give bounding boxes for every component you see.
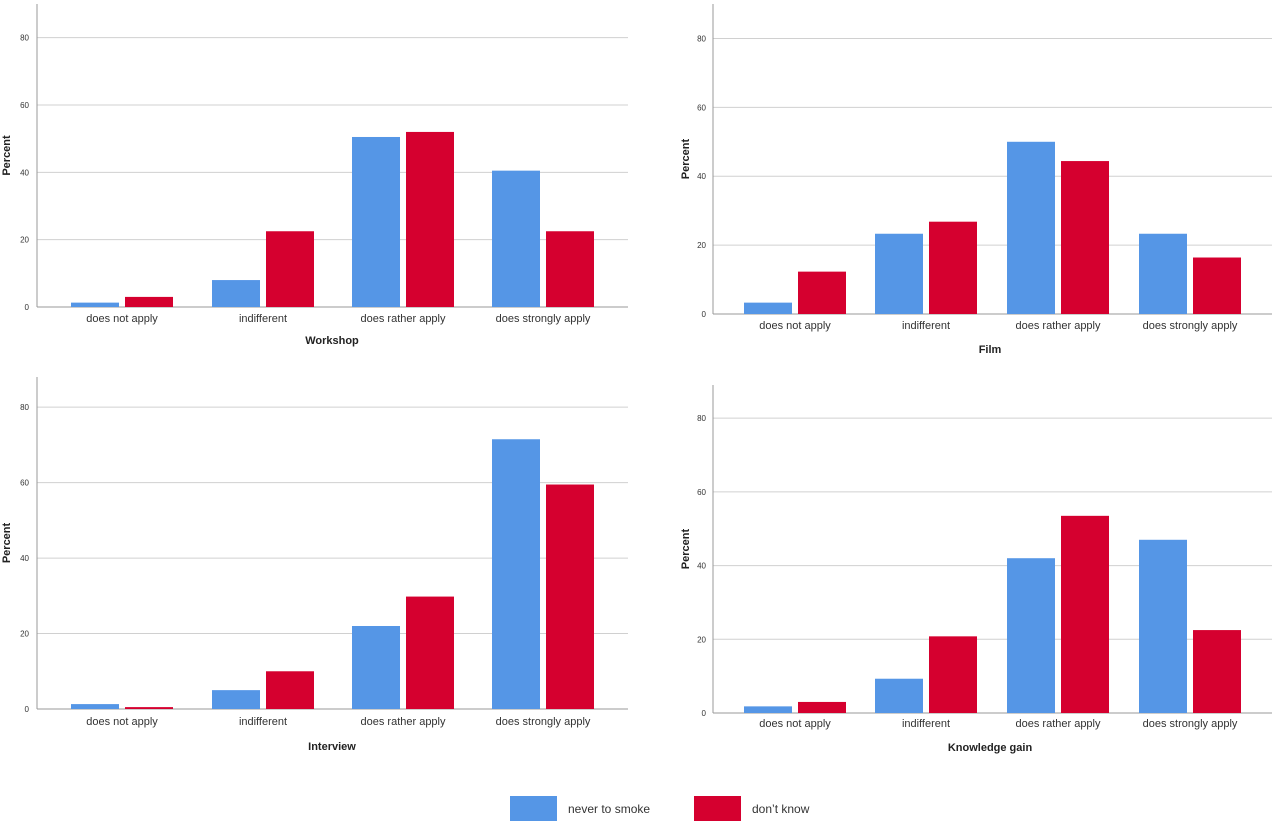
x-tick-label: does not apply — [86, 313, 158, 325]
chart-panel-1: 0 20 40 60 80 does not apply indifferent does r… — [1, 4, 628, 347]
y-tick-label: 20 — [697, 241, 706, 250]
x-tick-label: does not apply — [759, 718, 831, 730]
bar-never-to-smoke — [352, 626, 400, 709]
bar-dont-know — [798, 271, 846, 314]
bar-dont-know — [546, 484, 594, 709]
bar-never-to-smoke — [212, 690, 260, 709]
legend-swatch-series-1 — [510, 796, 557, 821]
y-tick-label: 20 — [697, 635, 706, 644]
y-tick-label: 60 — [697, 103, 706, 112]
bar-dont-know — [266, 231, 314, 307]
y-tick-label: 80 — [697, 34, 706, 43]
y-tick-label: 0 — [25, 705, 30, 714]
bar-never-to-smoke — [71, 704, 119, 709]
bar-dont-know — [798, 701, 846, 713]
y-axis-title: Percent — [680, 528, 692, 569]
bar-never-to-smoke — [492, 170, 540, 307]
x-tick-label: indifferent — [902, 320, 950, 332]
legend-label-series-2: don’t know — [752, 802, 810, 816]
bar-never-to-smoke — [744, 302, 792, 314]
x-tick-label: does rather apply — [1016, 718, 1101, 730]
y-axis-title: Percent — [1, 135, 13, 176]
y-axis-title: Percent — [680, 138, 692, 179]
x-tick-label: does strongly apply — [1143, 718, 1238, 730]
bar-never-to-smoke — [212, 280, 260, 307]
x-tick-label: indifferent — [239, 716, 287, 728]
bar-never-to-smoke — [1007, 141, 1055, 314]
x-tick-label: does not apply — [759, 320, 831, 332]
bar-dont-know — [125, 296, 173, 307]
x-tick-label: does strongly apply — [496, 313, 591, 325]
bar-dont-know — [929, 221, 977, 314]
bar-dont-know — [406, 596, 454, 709]
x-tick-label: does strongly apply — [1143, 320, 1238, 332]
x-axis-title: Film — [979, 344, 1002, 356]
y-tick-label: 80 — [20, 34, 29, 43]
y-tick-label: 60 — [20, 101, 29, 110]
bar-never-to-smoke — [492, 439, 540, 709]
bar-never-to-smoke — [352, 136, 400, 307]
x-axis-title: Workshop — [305, 335, 359, 347]
chart-panel-4: 0 20 40 60 80 does not apply indifferent does r… — [680, 385, 1272, 754]
y-tick-label: 0 — [25, 303, 30, 312]
x-tick-label: does strongly apply — [496, 716, 591, 728]
legend: never to smoke don’t know — [0, 796, 1280, 826]
y-tick-label: 40 — [697, 562, 706, 571]
bar-dont-know — [406, 131, 454, 307]
legend-label-series-1: never to smoke — [568, 802, 651, 816]
y-tick-label: 40 — [20, 554, 29, 563]
bar-never-to-smoke — [875, 233, 923, 314]
x-tick-label: indifferent — [902, 718, 950, 730]
bar-dont-know — [1061, 515, 1109, 713]
x-tick-label: does rather apply — [361, 313, 446, 325]
chart-panel-2: 0 20 40 60 80 does not apply indifferent does r… — [680, 4, 1272, 356]
bar-never-to-smoke — [1139, 233, 1187, 314]
x-axis-title: Interview — [308, 741, 356, 753]
x-tick-label: does rather apply — [1016, 320, 1101, 332]
y-tick-label: 0 — [702, 310, 707, 319]
bar-dont-know — [125, 707, 173, 709]
bar-dont-know — [929, 636, 977, 713]
bar-dont-know — [1193, 257, 1241, 314]
y-tick-label: 60 — [697, 488, 706, 497]
y-axis-title: Percent — [1, 522, 13, 563]
x-axis-title: Knowledge gain — [948, 742, 1033, 754]
bar-dont-know — [266, 671, 314, 709]
bar-never-to-smoke — [875, 678, 923, 713]
y-tick-label: 80 — [20, 403, 29, 412]
y-tick-label: 40 — [20, 168, 29, 177]
bar-never-to-smoke — [1139, 539, 1187, 713]
y-tick-label: 40 — [697, 172, 706, 181]
x-tick-label: does rather apply — [361, 716, 446, 728]
bar-never-to-smoke — [1007, 558, 1055, 713]
bar-never-to-smoke — [71, 302, 119, 307]
y-tick-label: 60 — [20, 479, 29, 488]
chart-panel-3: 0 20 40 60 80 does not apply indifferent does r… — [1, 377, 628, 753]
bar-never-to-smoke — [744, 706, 792, 713]
x-tick-label: indifferent — [239, 313, 287, 325]
bar-dont-know — [1061, 161, 1109, 314]
y-tick-label: 80 — [697, 414, 706, 423]
bar-dont-know — [546, 231, 594, 307]
bar-dont-know — [1193, 630, 1241, 713]
x-tick-label: does not apply — [86, 716, 158, 728]
y-tick-label: 0 — [702, 709, 707, 718]
legend-swatch-series-2 — [694, 796, 741, 821]
y-tick-label: 20 — [20, 630, 29, 639]
y-tick-label: 20 — [20, 236, 29, 245]
